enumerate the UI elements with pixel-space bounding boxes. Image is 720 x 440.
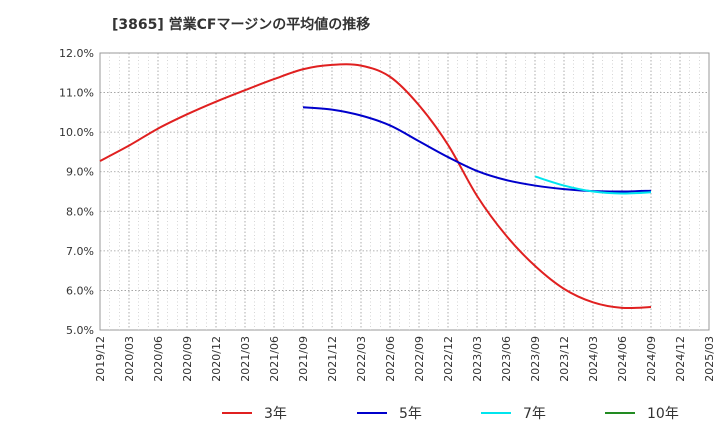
legend-label: 7年 (523, 406, 546, 422)
x-tick-label: 2020/03 (123, 336, 136, 382)
y-tick-label: 12.0% (59, 47, 94, 60)
x-tick-label: 2023/12 (558, 336, 571, 382)
x-tick-label: 2020/09 (181, 336, 194, 382)
legend-label: 10年 (647, 406, 679, 422)
x-tick-label: 2023/09 (529, 336, 542, 382)
y-tick-label: 9.0% (66, 166, 94, 179)
x-tick-label: 2022/12 (442, 336, 455, 382)
x-tick-label: 2022/06 (384, 336, 397, 382)
x-tick-label: 2024/03 (587, 336, 600, 382)
x-tick-label: 2021/12 (326, 336, 339, 382)
x-tick-label: 2019/12 (94, 336, 107, 382)
x-tick-label: 2020/12 (210, 336, 223, 382)
y-tick-label: 11.0% (59, 87, 94, 100)
y-tick-label: 10.0% (59, 126, 94, 139)
x-tick-label: 2025/03 (703, 336, 716, 382)
x-tick-label: 2022/09 (413, 336, 426, 382)
y-axis-tick-labels: 5.0% 6.0% 7.0% 8.0% 9.0% 10.0% 11.0% 12.0% (59, 47, 94, 337)
grid-lines (100, 53, 709, 330)
x-tick-label: 2023/06 (500, 336, 513, 382)
x-tick-label: 2020/06 (152, 336, 165, 382)
x-tick-label: 2021/06 (268, 336, 281, 382)
x-tick-label: 2024/12 (674, 336, 687, 382)
y-tick-label: 8.0% (66, 205, 94, 218)
x-axis-tick-labels: 2019/12 2020/03 2020/06 2020/09 2020/12 2021/… (94, 336, 716, 382)
x-tick-label: 2022/03 (355, 336, 368, 382)
legend-label: 5年 (399, 406, 422, 422)
x-tick-label: 2021/09 (297, 336, 310, 382)
series-lines (99, 63, 652, 310)
series-line-0 (99, 63, 652, 310)
y-tick-label: 7.0% (66, 245, 94, 258)
x-tick-label: 2021/03 (239, 336, 252, 382)
y-tick-label: 6.0% (66, 284, 94, 297)
x-tick-label: 2023/03 (471, 336, 484, 382)
x-tick-label: 2024/06 (616, 336, 629, 382)
series-line-2 (534, 175, 652, 195)
chart-title: [3865] 営業CFマージンの平均値の推移 (112, 17, 371, 33)
x-tick-label: 2024/09 (645, 336, 658, 382)
legend-label: 3年 (264, 406, 287, 422)
legend: 3年 5年 7年 10年 (222, 406, 679, 422)
y-tick-label: 5.0% (66, 324, 94, 337)
